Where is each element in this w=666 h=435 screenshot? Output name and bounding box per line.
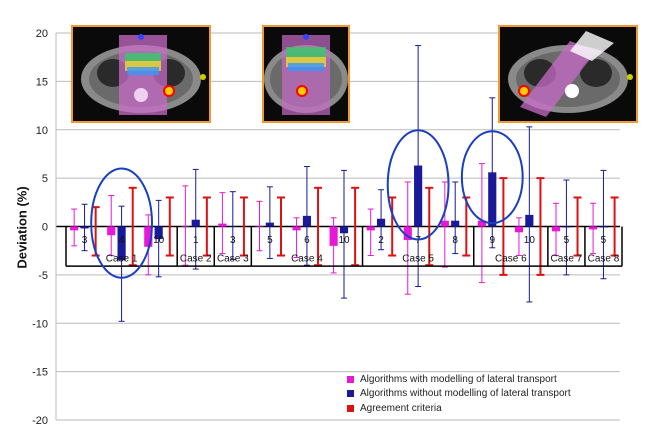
legend: Algorithms with modelling of lateral tra… (347, 372, 571, 416)
legend-swatch-with-lateral (347, 375, 354, 383)
y-tick-label: 15 (36, 76, 48, 88)
legend-item-agreement: Agreement criteria (347, 401, 571, 416)
category-label: 3 (230, 235, 236, 246)
legend-swatch-without-lateral (347, 390, 354, 398)
highlight-ellipse (90, 167, 153, 279)
legend-swatch-agreement (347, 404, 354, 412)
case-label: Case 7 (551, 254, 583, 265)
highlight-ellipses (90, 129, 524, 279)
category-label: 1 (193, 235, 199, 246)
legend-label-with-lateral: Algorithms with modelling of lateral tra… (360, 373, 557, 385)
case-label: Case 6 (495, 254, 527, 265)
legend-label-agreement: Agreement criteria (360, 402, 442, 414)
legend-label-without-lateral: Algorithms without modelling of lateral … (360, 388, 571, 400)
category-labels: 3 4 10 1 3 5 6 10 2 7 8 9 10 5 5 (82, 235, 607, 246)
ct-scan-image-1 (71, 25, 211, 123)
case-label: Case 2 (180, 254, 212, 265)
case-groups: Case 1 Case 2 Case 3 Case 4 Case 5 Case 6 Case… (65, 226, 623, 267)
y-tick-label: 10 (36, 125, 48, 137)
category-label: 10 (153, 235, 165, 246)
highlight-ellipse (460, 130, 524, 225)
case-label: Case 4 (291, 254, 323, 265)
category-label: 5 (267, 235, 273, 246)
y-tick-label: 0 (42, 222, 48, 234)
y-tick-label: -5 (38, 270, 48, 282)
category-label: 9 (489, 235, 495, 246)
y-tick-label: 20 (36, 28, 48, 40)
category-label: 4 (119, 235, 125, 246)
category-label: 2 (378, 235, 384, 246)
y-tick-label: 5 (42, 173, 48, 185)
category-label: 6 (304, 235, 310, 246)
highlight-ellipse (386, 129, 450, 241)
case-label: Case 1 (106, 254, 138, 265)
y-tick-label: -15 (32, 367, 48, 379)
legend-item-with-lateral: Algorithms with modelling of lateral tra… (347, 372, 571, 387)
legend-item-without-lateral: Algorithms without modelling of lateral … (347, 387, 571, 402)
category-label: 8 (452, 235, 458, 246)
category-label: 5 (564, 235, 570, 246)
error-bars (71, 45, 619, 322)
ct-scan-image-3 (498, 25, 638, 123)
y-tick-label: -10 (32, 318, 48, 330)
category-label: 3 (82, 235, 88, 246)
y-axis-label: Deviation (%) (14, 186, 30, 269)
category-label: 5 (601, 235, 607, 246)
y-axis-ticks: -20 -15 -10 -5 0 5 10 15 20 (32, 28, 48, 427)
category-label: 10 (524, 235, 536, 246)
category-label: 10 (338, 235, 350, 246)
case-label: Case 8 (588, 254, 620, 265)
y-tick-label: -20 (32, 415, 48, 427)
case-label: Case 5 (402, 254, 434, 265)
ct-scan-image-2 (262, 25, 350, 123)
case-label: Case 3 (217, 254, 249, 265)
